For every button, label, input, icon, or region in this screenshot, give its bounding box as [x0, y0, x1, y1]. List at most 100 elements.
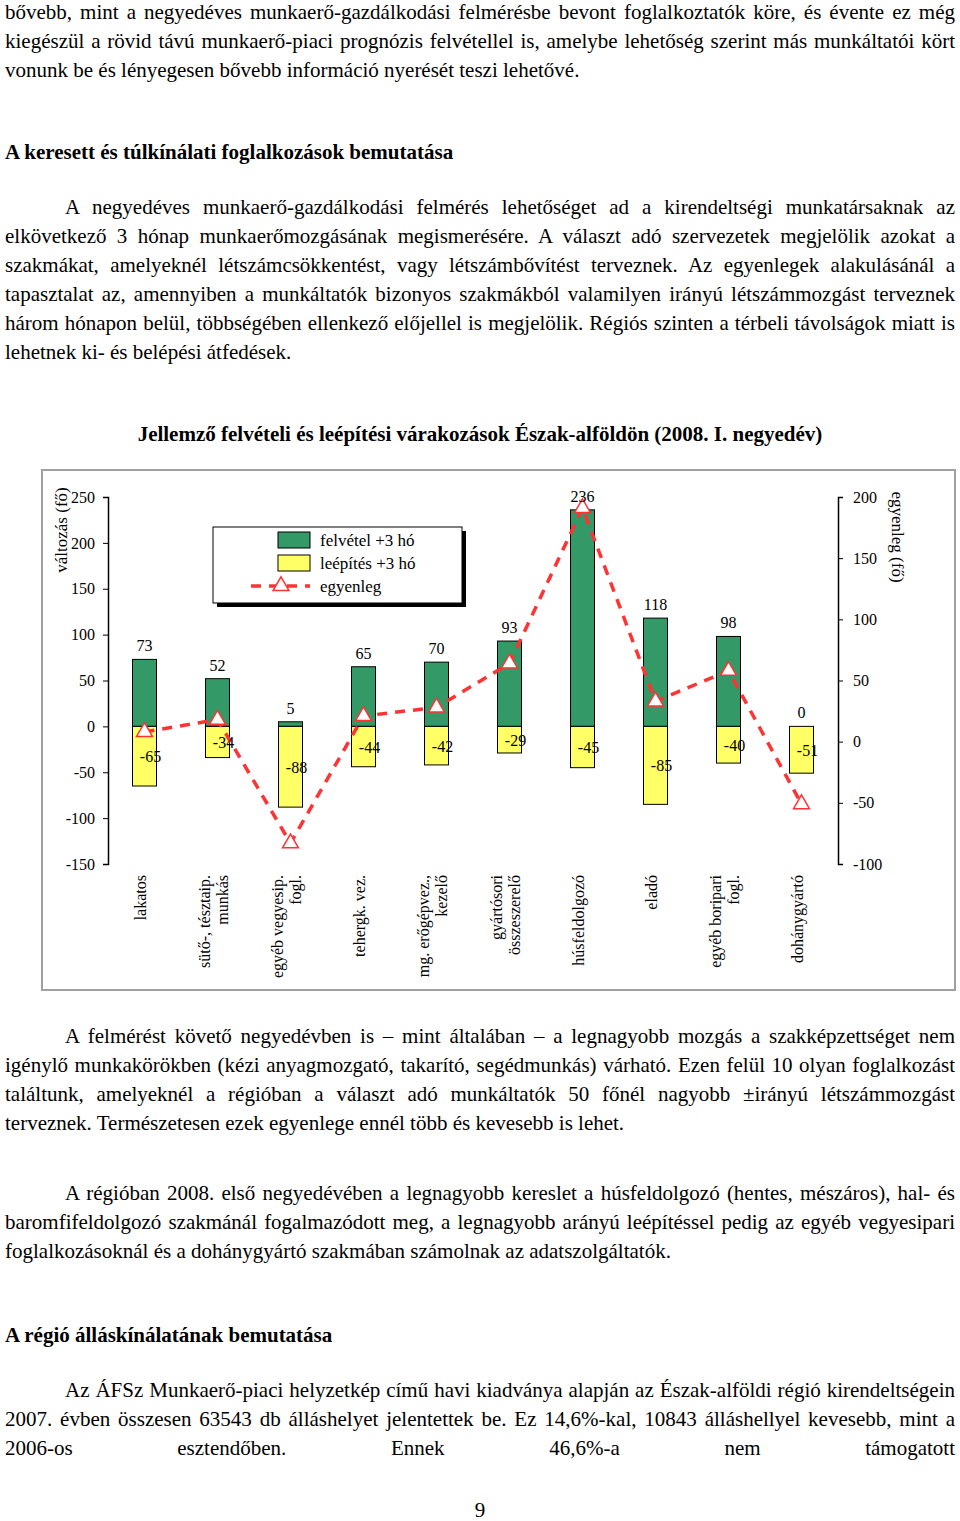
tick-mark: [838, 803, 843, 804]
tick-mark: [103, 726, 108, 727]
y2-axis: -100-50050100150200: [838, 489, 882, 873]
y-axis-title: változás (fő): [52, 487, 71, 572]
data-label: 236: [571, 488, 595, 505]
tick: 50: [79, 672, 108, 689]
axis-line: [839, 498, 844, 865]
tick: -150: [66, 856, 108, 873]
line: [145, 508, 802, 843]
bar: [133, 659, 157, 726]
category-label: sütő-, tésztaip.munkás: [196, 875, 231, 968]
data-label: 98: [721, 614, 737, 631]
tick: 150: [71, 580, 108, 597]
legend-swatch: [278, 532, 310, 548]
tick-label: 200: [71, 534, 95, 551]
axis-line: [103, 498, 109, 865]
data-label: 70: [429, 640, 445, 657]
category-label: lakatos: [132, 875, 149, 920]
tick: -100: [66, 810, 108, 827]
tick: 100: [838, 611, 877, 628]
heading-1: A keresett és túlkínálati foglalkozások …: [5, 138, 955, 167]
tick-mark: [838, 681, 843, 682]
tick-label: -50: [74, 764, 95, 781]
data-label: 93: [502, 619, 518, 636]
tick: 250: [71, 489, 108, 506]
bar: [206, 679, 230, 727]
tick: 200: [838, 489, 877, 506]
data-label: -29: [505, 732, 526, 749]
heading-2: A régió álláskínálatának bemutatása: [5, 1321, 955, 1350]
tick-mark: [103, 543, 108, 544]
data-label: -45: [578, 739, 599, 756]
tick-label: 0: [87, 718, 95, 735]
tick-label: 200: [853, 489, 877, 506]
data-label: 5: [287, 700, 295, 717]
tick-mark: [103, 589, 108, 590]
data-label: 73: [137, 637, 153, 654]
tick: 100: [71, 626, 108, 643]
intro: bővebb, mint a negyedéves munkaerő-gazdá…: [5, 0, 955, 85]
data-label: -65: [140, 748, 161, 765]
y2-axis-title: egyenleg (fő): [888, 491, 907, 582]
legend: felvétel +3 hó leépítés +3 hó egyenleg: [213, 527, 466, 607]
tick-mark: [103, 818, 108, 819]
tick-mark: [838, 497, 843, 498]
marker: [283, 834, 299, 848]
data-label: -40: [724, 737, 745, 754]
tick-mark: [103, 864, 108, 865]
tick: -50: [74, 764, 108, 781]
bar: [279, 722, 303, 727]
data-label: 52: [210, 657, 226, 674]
data-label: -42: [432, 738, 453, 755]
category-label: egyéb boriparifogl.: [707, 874, 743, 967]
marker: [648, 692, 664, 706]
bar: [644, 618, 668, 726]
tick: -50: [838, 794, 874, 811]
marker: [721, 662, 737, 676]
paragraph-3: A régióban 2008. első negyedévében a leg…: [5, 1179, 955, 1266]
tick-label: 150: [71, 580, 95, 597]
tick-mark: [103, 635, 108, 636]
bar: [498, 641, 522, 726]
tick-label: -100: [853, 856, 882, 873]
category-label: eladó: [643, 875, 660, 910]
marker: [137, 723, 153, 737]
tick-label: 50: [853, 672, 869, 689]
marker: [794, 795, 810, 809]
tick: -100: [838, 856, 882, 873]
data-label: -44: [359, 739, 380, 756]
data-labels: 73525657093236118980-65-34-88-44-42-29-4…: [137, 488, 819, 776]
tick: 0: [87, 718, 108, 735]
data-label: 65: [356, 645, 372, 662]
bar: [717, 636, 741, 726]
tick: 200: [71, 534, 108, 551]
tick-label: 100: [853, 611, 877, 628]
tick-label: 250: [71, 489, 95, 506]
legend-box: [213, 527, 462, 603]
bar: [352, 667, 376, 727]
tick-label: -50: [853, 794, 874, 811]
marker: [356, 707, 372, 721]
tick-label: 50: [79, 672, 95, 689]
tick-mark: [838, 619, 843, 620]
paragraph-4: Az ÁFSz Munkaerő-piaci helyzetkép című h…: [5, 1376, 955, 1463]
marker: [210, 710, 226, 724]
category-label: tehergk. vez.: [351, 875, 369, 957]
tick-label: -100: [66, 810, 95, 827]
category-label: egyéb vegyesip.fogl.: [269, 875, 305, 978]
tick-mark: [838, 864, 843, 865]
bar: [571, 510, 595, 727]
category-label: húsfeldolgozó: [570, 875, 588, 966]
tick: 50: [838, 672, 869, 689]
tick-mark: [838, 558, 843, 559]
chart-frame: [42, 470, 955, 990]
paragraph-1: A negyedéves munkaerő-gazdálkodási felmé…: [5, 193, 955, 367]
chart-title: Jellemző felvételi és leépítési várakozá…: [5, 420, 955, 449]
category-label: gyártósoriösszeszerelő: [488, 874, 523, 955]
tick: 0: [838, 733, 861, 750]
legend-label: leépítés +3 hó: [320, 554, 416, 573]
data-label: 118: [644, 596, 667, 613]
legend-label: egyenleg: [320, 577, 382, 596]
data-label: -51: [797, 742, 818, 759]
plot-marks: [133, 499, 814, 848]
legend-label: felvétel +3 hó: [320, 531, 415, 550]
